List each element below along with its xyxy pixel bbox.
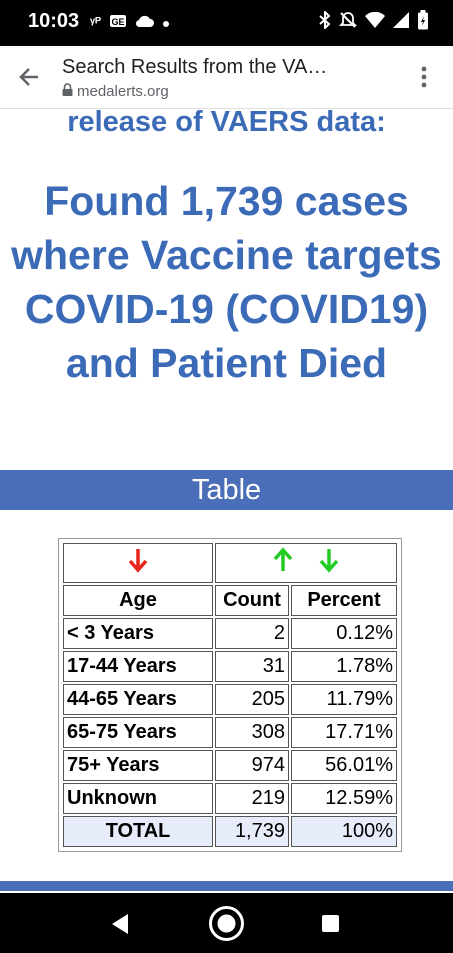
total-label: TOTAL: [63, 816, 213, 847]
dot-icon: [162, 14, 169, 30]
back-arrow-icon[interactable]: [18, 66, 40, 88]
overflow-menu-icon[interactable]: [421, 66, 427, 88]
percent-cell: 0.12%: [291, 618, 397, 649]
percent-cell: 56.01%: [291, 750, 397, 781]
count-cell: 2: [215, 618, 289, 649]
status-bar: 10:03 ᵞᴾ GE: [0, 0, 453, 46]
results-headline: Found 1,739 cases where Vaccine targets …: [11, 178, 442, 386]
subheading: release of VAERS data:: [67, 108, 386, 138]
mail-badge-icon: GE: [109, 14, 127, 31]
count-cell: 219: [215, 783, 289, 814]
wifi-icon: [365, 11, 385, 33]
count-cell: 31: [215, 651, 289, 682]
browser-toolbar: Search Results from the VA… medalerts.or…: [0, 46, 453, 109]
home-circle-icon[interactable]: [208, 905, 245, 947]
signal-icon: [393, 11, 409, 33]
lock-icon: [62, 83, 73, 100]
total-percent: 100%: [291, 816, 397, 847]
green-down-arrow-icon[interactable]: [318, 549, 340, 578]
bluetooth-icon: [319, 9, 331, 34]
domain-text: medalerts.org: [77, 83, 169, 100]
green-up-arrow-icon[interactable]: [272, 547, 300, 578]
url-domain[interactable]: medalerts.org: [62, 83, 169, 100]
table-row: Unknown 219 12.59%: [63, 783, 397, 814]
table-row: 44-65 Years 205 11.79%: [63, 684, 397, 715]
age-table: Age Count Percent < 3 Years 2 0.12% 17-4…: [61, 541, 399, 849]
table-row: 17-44 Years 31 1.78%: [63, 651, 397, 682]
mute-icon: [338, 11, 358, 34]
svg-text:GE: GE: [111, 17, 124, 27]
section-bar-table: Table: [0, 470, 453, 510]
age-cell: < 3 Years: [63, 618, 213, 649]
status-time: 10:03: [28, 10, 80, 32]
percent-header[interactable]: Percent: [291, 585, 397, 616]
next-section-bar: [0, 881, 453, 891]
back-triangle-icon[interactable]: [110, 913, 130, 940]
table-row: 65-75 Years 308 17.71%: [63, 717, 397, 748]
status-right-icons: [319, 9, 429, 35]
percent-cell: 1.78%: [291, 651, 397, 682]
count-cell: 308: [215, 717, 289, 748]
age-header[interactable]: Age: [63, 585, 213, 616]
age-cell: Unknown: [63, 783, 213, 814]
cloud-icon: [135, 14, 155, 31]
percent-cell: 12.59%: [291, 783, 397, 814]
age-cell: 17-44 Years: [63, 651, 213, 682]
age-cell: 65-75 Years: [63, 717, 213, 748]
system-nav-bar: [0, 893, 453, 953]
total-count: 1,739: [215, 816, 289, 847]
status-left-icons: ᵞᴾ GE: [90, 11, 169, 33]
count-header[interactable]: Count: [215, 585, 289, 616]
count-cell: 974: [215, 750, 289, 781]
count-percent-sort-cell[interactable]: [215, 543, 397, 583]
age-table-container: Age Count Percent < 3 Years 2 0.12% 17-4…: [58, 538, 402, 852]
header-row: Age Count Percent: [63, 585, 397, 616]
percent-cell: 11.79%: [291, 684, 397, 715]
sort-arrow-row: [63, 543, 397, 583]
table-row: < 3 Years 2 0.12%: [63, 618, 397, 649]
page-title[interactable]: Search Results from the VA…: [62, 56, 328, 78]
percent-cell: 17.71%: [291, 717, 397, 748]
age-cell: 44-65 Years: [63, 684, 213, 715]
age-cell: 75+ Years: [63, 750, 213, 781]
web-content: release of VAERS data: Found 1,739 cases…: [0, 108, 453, 893]
table-row: 75+ Years 974 56.01%: [63, 750, 397, 781]
battery-icon: [417, 9, 429, 35]
vpn-key-icon: ᵞᴾ: [90, 14, 101, 30]
count-cell: 205: [215, 684, 289, 715]
recents-square-icon[interactable]: [321, 914, 340, 938]
red-down-arrow-icon[interactable]: [127, 549, 149, 578]
total-row: TOTAL 1,739 100%: [63, 816, 397, 847]
age-sort-cell[interactable]: [63, 543, 213, 583]
